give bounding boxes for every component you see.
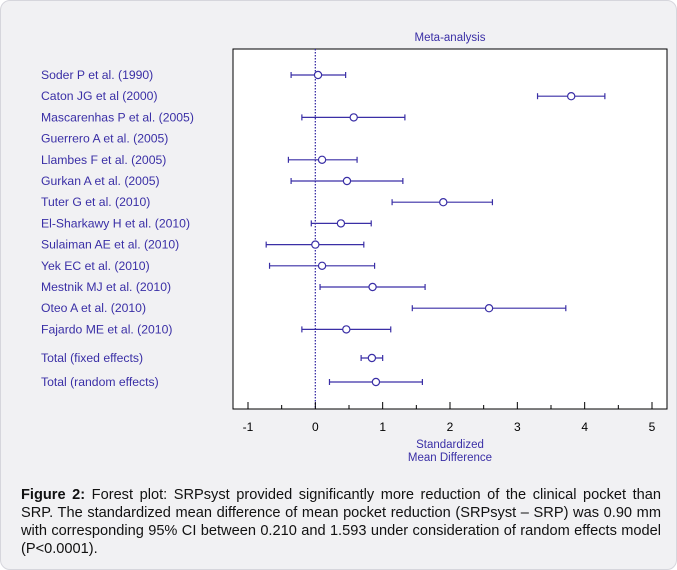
caption-label: Figure 2: xyxy=(21,487,86,503)
study-label-0: Soder P et al. (1990) xyxy=(41,68,153,82)
caption-text: Forest plot: SRPsyst provided significan… xyxy=(21,487,662,557)
x-axis-label-line2: Mean Difference xyxy=(408,452,492,464)
study-point-11 xyxy=(484,304,494,313)
study-point-2 xyxy=(349,113,358,122)
study-point-0 xyxy=(313,70,323,80)
study-point-1 xyxy=(567,91,576,101)
study-point-10 xyxy=(368,282,377,292)
total-point-1 xyxy=(371,377,381,387)
study-point-8 xyxy=(311,240,320,249)
total-label-0: Total (fixed effects) xyxy=(41,351,143,365)
total-point-0 xyxy=(367,353,377,363)
study-label-9: Yek EC et al. (2010) xyxy=(41,259,150,273)
x-tick-label: 3 xyxy=(514,420,521,434)
x-tick-label: 4 xyxy=(581,420,588,434)
study-point-9 xyxy=(317,261,327,270)
study-point-4 xyxy=(317,155,327,164)
study-point-7 xyxy=(336,219,346,228)
study-label-12: Fajardo ME et al. (2010) xyxy=(41,322,172,336)
total-label-1: Total (random effects) xyxy=(41,375,159,389)
x-tick-label: 0 xyxy=(312,420,319,434)
plot-title: Meta-analysis xyxy=(415,32,486,44)
study-label-5: Gurkan A et al. (2005) xyxy=(41,174,160,188)
study-point-6 xyxy=(439,197,448,207)
plot-frame xyxy=(232,48,668,410)
study-point-5 xyxy=(342,176,352,186)
study-label-2: Mascarenhas P et al. (2005) xyxy=(41,110,194,124)
study-label-3: Guerrero A et al. (2005) xyxy=(41,132,168,146)
study-label-8: Sulaiman AE et al. (2010) xyxy=(41,238,179,252)
x-tick-label: 2 xyxy=(447,420,454,434)
study-label-7: El-Sharkawy H et al. (2010) xyxy=(41,216,190,230)
study-label-11: Oteo A et al. (2010) xyxy=(41,301,146,315)
study-label-1: Caton JG et al (2000) xyxy=(41,89,158,103)
x-axis-label-line1: Standardized xyxy=(416,439,484,451)
study-point-12 xyxy=(342,325,351,334)
x-tick-label: 5 xyxy=(649,420,656,434)
forest-plot: Meta-analysis Soder P et al. (1990) Caton… xyxy=(41,32,668,464)
study-label-6: Tuter G et al. (2010) xyxy=(41,195,150,209)
figure-caption: Figure 2: Forest plot: SRPsyst provided … xyxy=(21,486,661,558)
study-label-4: Llambes F et al. (2005) xyxy=(41,153,166,167)
x-tick-label: -1 xyxy=(243,420,254,434)
study-label-10: Mestnik MJ et al. (2010) xyxy=(41,280,171,294)
x-tick-label: 1 xyxy=(379,420,386,434)
